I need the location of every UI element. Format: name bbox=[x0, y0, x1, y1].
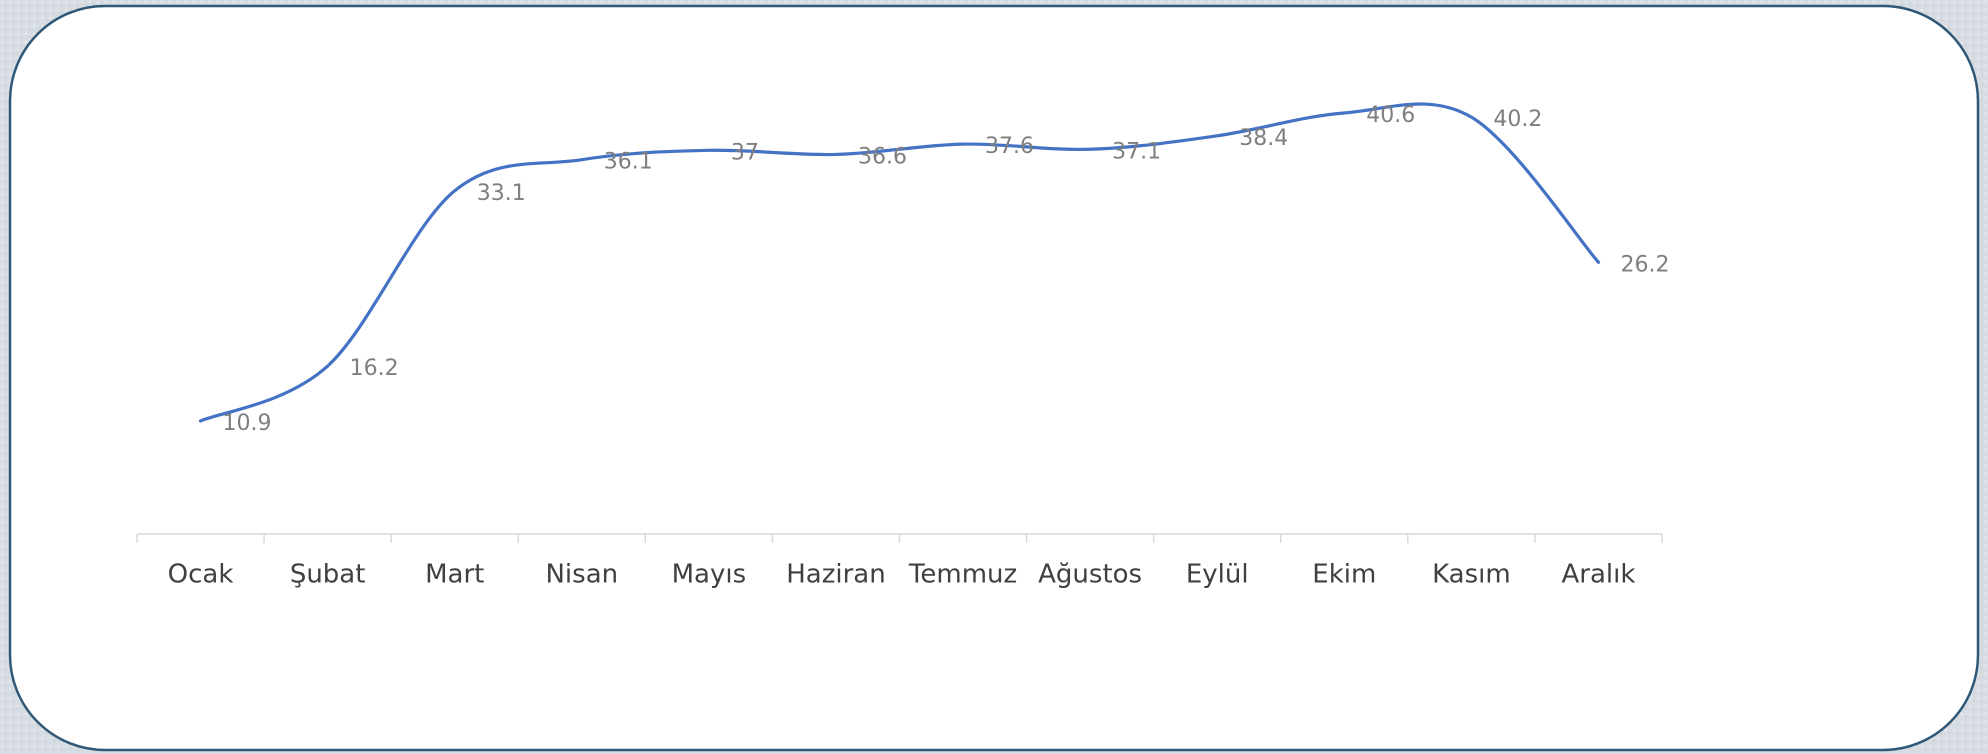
x-tick-label: Ağustos bbox=[1038, 560, 1142, 590]
data-label: 36.1 bbox=[604, 150, 653, 175]
x-tick-label: Mayıs bbox=[672, 560, 747, 590]
data-line bbox=[198, 102, 1601, 423]
data-label: 37 bbox=[731, 140, 759, 165]
x-tick-label: Kasım bbox=[1432, 560, 1511, 590]
data-label: 40.6 bbox=[1366, 103, 1415, 128]
data-label: 33.1 bbox=[477, 181, 526, 206]
chart-panel bbox=[8, 4, 1980, 752]
x-tick-label: Şubat bbox=[290, 560, 366, 590]
data-label: 10.9 bbox=[223, 411, 272, 436]
data-label: 37.6 bbox=[985, 134, 1034, 159]
x-tick-label: Ekim bbox=[1312, 560, 1376, 590]
x-tick-label: Ocak bbox=[168, 560, 234, 590]
data-label: 26.2 bbox=[1620, 252, 1669, 277]
data-label: 38.4 bbox=[1239, 126, 1288, 151]
data-label: 16.2 bbox=[350, 356, 399, 381]
data-label: 40.2 bbox=[1493, 107, 1542, 132]
x-tick-label: Aralık bbox=[1561, 560, 1635, 590]
x-tick-label: Haziran bbox=[786, 560, 885, 590]
x-tick-label: Temmuz bbox=[908, 560, 1017, 590]
data-label: 37.1 bbox=[1112, 139, 1161, 164]
x-tick-label: Nisan bbox=[545, 560, 618, 590]
x-tick-label: Eylül bbox=[1186, 560, 1249, 590]
data-label: 36.6 bbox=[858, 144, 907, 169]
x-tick-label: Mart bbox=[425, 560, 484, 590]
